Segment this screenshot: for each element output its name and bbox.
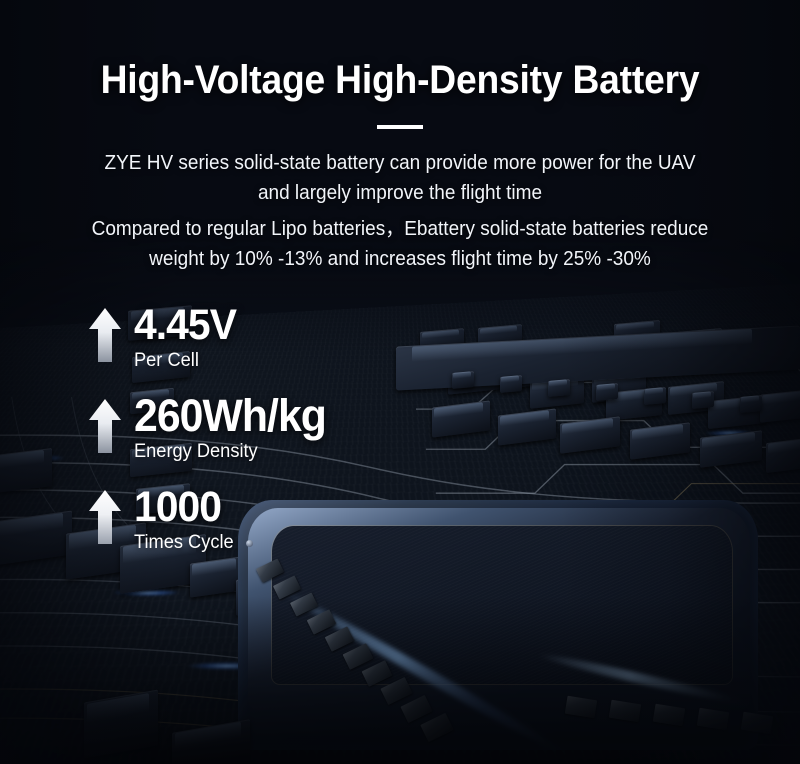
- left-gradient-overlay: [0, 0, 176, 764]
- up-arrow-icon: [88, 485, 134, 545]
- paragraph1-line2: and largely improve the flight time: [257, 182, 543, 204]
- stat-item-voltage: 4.45V Per Cell: [88, 303, 336, 372]
- stat-label: Energy Density: [134, 441, 258, 462]
- title-divider: [377, 125, 423, 129]
- page-title: High-Voltage High-Density Battery: [100, 58, 700, 102]
- intro-paragraphs: ZYE HV series solid-state battery can pr…: [20, 148, 780, 274]
- stat-item-energy-density: 260Wh/kg Energy Density: [88, 390, 336, 463]
- stat-value: 1000: [134, 483, 222, 531]
- right-gradient-overlay: [560, 0, 800, 764]
- stat-label: Times Cycle: [134, 532, 234, 553]
- stat-label: Per Cell: [134, 350, 199, 371]
- paragraph2-line1: Compared to regular Lipo batteries，Ebatt…: [91, 218, 709, 240]
- up-arrow-icon: [88, 303, 134, 363]
- stat-value: 260Wh/kg: [134, 390, 327, 441]
- paragraph1-line1: ZYE HV series solid-state battery can pr…: [104, 152, 696, 174]
- stats-list: 4.45V Per Cell: [88, 303, 336, 554]
- stat-item-cycles: 1000 Times Cycle: [88, 485, 336, 554]
- up-arrow-icon: [88, 394, 134, 454]
- stat-value: 4.45V: [134, 301, 237, 349]
- paragraph2-line2: weight by 10% -13% and increases flight …: [149, 248, 651, 270]
- qfp-pin1-marker: [246, 540, 253, 547]
